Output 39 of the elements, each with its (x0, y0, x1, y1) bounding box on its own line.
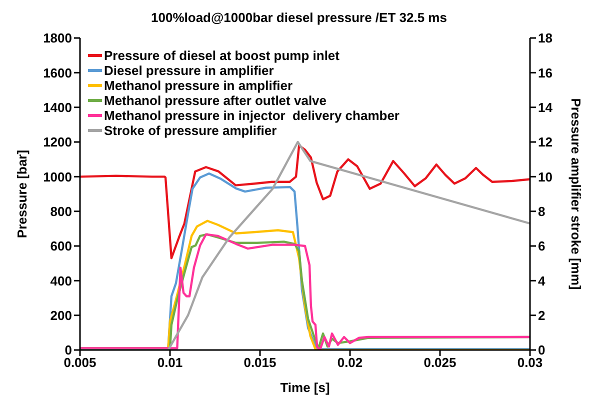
x-tick-label: 0.01 (157, 355, 183, 370)
line-series (167, 172, 530, 350)
y2-axis-title: Pressure amplifier stroke [mm] (568, 98, 584, 290)
x-tick-label: 0.03 (517, 355, 543, 370)
line-series (80, 144, 530, 260)
legend-label: Stroke of pressure amplifier (104, 123, 277, 138)
y-tick-label: 600 (50, 238, 72, 254)
y2-tick-label: 12 (538, 134, 552, 150)
x-tick-label: 0.02 (337, 355, 363, 370)
y-tick-label: 1000 (43, 169, 72, 184)
y-tick-label: 200 (50, 308, 72, 323)
y-tick-label: 1200 (43, 134, 72, 150)
y2-tick-label: 4 (538, 273, 546, 288)
x-tick-label: 0.025 (424, 355, 456, 370)
y-tick-label: 1600 (43, 65, 72, 80)
y-tick-label: 1400 (43, 100, 72, 115)
legend-label: Diesel pressure in amplifier (104, 63, 274, 78)
y-axis-title: Pressure [bar] (14, 150, 30, 238)
y2-tick-label: 0 (538, 342, 546, 358)
legend-label: Methanol pressure in amplifier (104, 78, 293, 93)
y2-tick-label: 6 (538, 238, 546, 254)
legend-label: Methanol pressure after outlet valve (104, 93, 327, 108)
y-tick-label: 800 (50, 204, 72, 219)
y2-tick-label: 2 (538, 308, 546, 323)
y2-tick-label: 10 (538, 169, 552, 184)
x-tick-label: 0.015 (244, 355, 276, 370)
x-axis-title: Time [s] (280, 380, 330, 395)
y-tick-label: 0 (64, 342, 72, 358)
y2-tick-label: 16 (538, 65, 552, 80)
y-tick-label: 400 (50, 273, 72, 288)
y2-tick-label: 14 (538, 100, 554, 115)
chart-title: 100%load@1000bar diesel pressure /ET 32.5 ms (150, 9, 448, 27)
y-tick-label: 1800 (43, 30, 72, 46)
legend-label: Pressure of diesel at boost pump inlet (104, 48, 340, 63)
line-series (167, 220, 530, 350)
x-tick-label: 0.005 (64, 355, 96, 370)
legend-label: Methanol pressure in injector delivery chamber (104, 108, 400, 123)
y2-tick-label: 18 (538, 30, 552, 46)
y2-tick-label: 8 (538, 204, 546, 219)
